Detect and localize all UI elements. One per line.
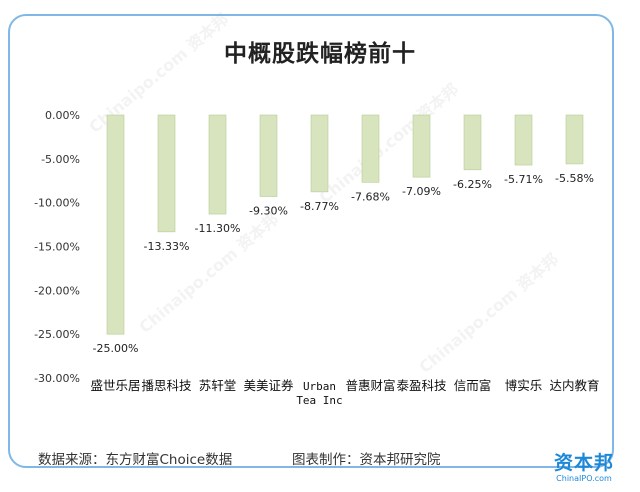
category-label: 美美证券	[243, 378, 294, 393]
value-label: -7.68%	[351, 190, 390, 203]
category-label: 播思科技	[141, 378, 192, 393]
category-label: 苏轩堂	[199, 378, 237, 393]
chart-title: 中概股跌幅榜前十	[224, 41, 416, 67]
data-source-note: 数据来源：东方财富Choice数据	[38, 452, 233, 468]
category-label: 博实乐	[505, 378, 543, 393]
brand-logo: 资本邦 ChinaIPO.com	[536, 452, 632, 484]
bar	[259, 114, 278, 197]
chart-author-note: 图表制作：资本邦研究院	[292, 452, 441, 468]
bar	[157, 114, 176, 233]
logo-url: ChinaIPO.com	[556, 474, 612, 483]
category-label: 泰盈科技	[396, 378, 447, 393]
y-tick-label: -20.00%	[34, 284, 80, 297]
y-tick-label: -30.00%	[34, 372, 80, 385]
bar	[361, 114, 380, 183]
category-label: 达内教育	[549, 378, 599, 393]
category-label: 盛世乐居	[90, 378, 140, 393]
bar	[463, 114, 482, 171]
bar	[412, 114, 431, 178]
logo-text: 资本邦	[553, 452, 614, 474]
category-label: Tea Inc	[296, 394, 342, 407]
bar	[565, 114, 584, 165]
bar	[514, 114, 533, 166]
value-label: -9.30%	[249, 205, 288, 218]
y-tick-label: -25.00%	[34, 328, 80, 341]
value-label: -8.77%	[300, 200, 339, 213]
value-label: -13.33%	[144, 240, 190, 253]
bar	[208, 114, 227, 215]
category-label: Urban	[303, 380, 336, 393]
value-label: -25.00%	[93, 342, 139, 355]
y-tick-label: -5.00%	[41, 153, 80, 166]
y-tick-label: 0.00%	[45, 109, 80, 122]
value-label: -5.58%	[555, 172, 594, 185]
bar	[106, 114, 125, 335]
value-label: -7.09%	[402, 185, 441, 198]
value-label: -11.30%	[195, 222, 241, 235]
bar	[310, 114, 329, 193]
category-label: 信而富	[454, 378, 492, 393]
y-tick-label: -10.00%	[34, 197, 80, 210]
category-label: 普惠财富	[345, 378, 395, 393]
value-label: -5.71%	[504, 173, 543, 186]
value-label: -6.25%	[453, 178, 492, 191]
y-tick-label: -15.00%	[34, 241, 80, 254]
